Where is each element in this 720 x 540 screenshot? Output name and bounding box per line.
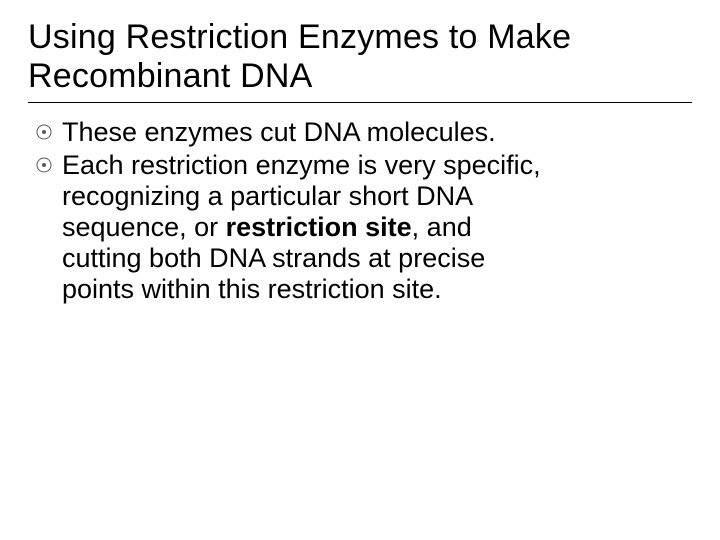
bullet-item: Each restriction enzyme is very specific… [36,150,556,305]
text-run: These enzymes cut DNA molecules. [62,117,496,147]
circle-dot-bullet-icon [36,124,52,140]
slide-body: These enzymes cut DNA molecules.Each res… [28,117,556,305]
text-run: restriction site [226,212,412,242]
slide-title: Using Restriction Enzymes to Make Recomb… [28,18,692,96]
bullet-text: These enzymes cut DNA molecules. [62,117,556,148]
bullet-text: Each restriction enzyme is very specific… [62,150,556,305]
bullet-item: These enzymes cut DNA molecules. [36,117,556,148]
title-divider [28,102,692,103]
circle-dot-bullet-icon [36,157,52,173]
slide: Using Restriction Enzymes to Make Recomb… [0,0,720,540]
